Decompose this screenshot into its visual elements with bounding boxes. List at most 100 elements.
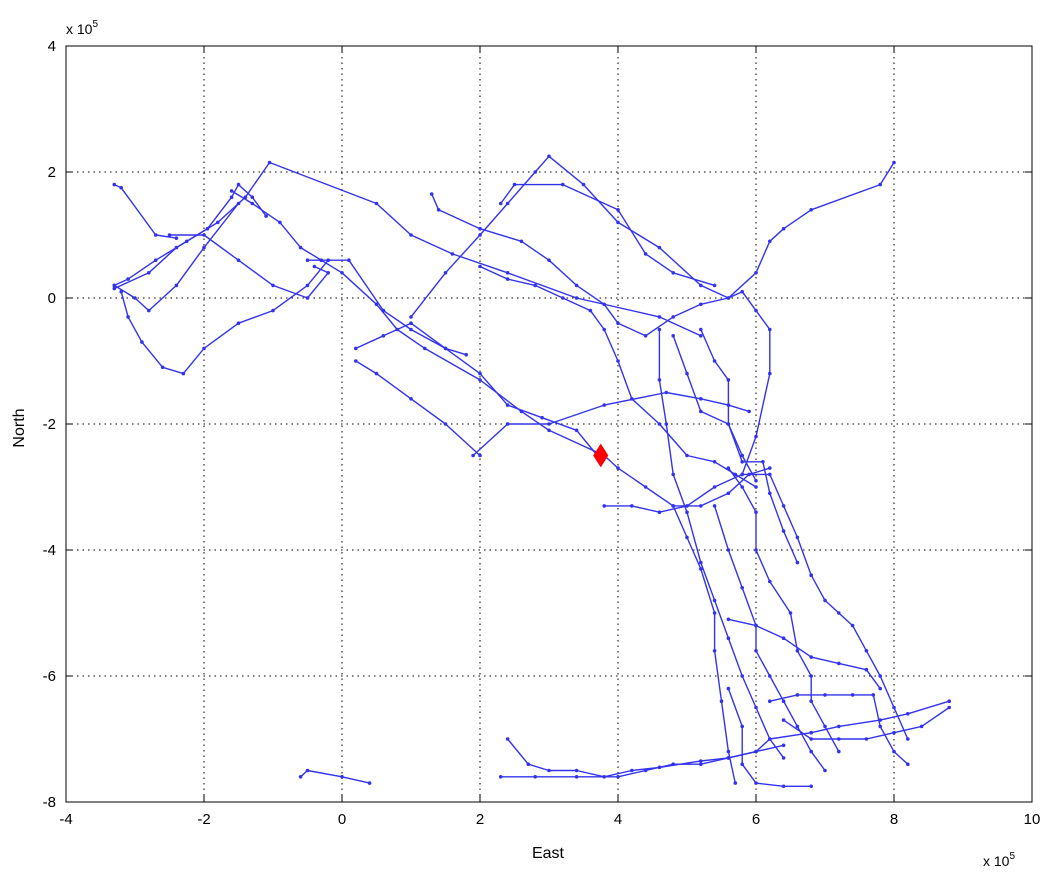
network-node <box>754 478 758 483</box>
network-node <box>823 598 827 603</box>
network-path <box>307 259 598 456</box>
network-node <box>574 428 579 433</box>
network-node <box>754 308 758 313</box>
network-node <box>754 649 758 653</box>
network-path <box>769 694 909 765</box>
network-node <box>850 693 855 697</box>
y-tick-label: 0 <box>48 290 56 307</box>
network-node <box>202 346 206 351</box>
network-node <box>602 327 606 332</box>
network-node <box>892 749 896 754</box>
network-node <box>726 378 731 382</box>
x-tick-label: -2 <box>197 811 210 828</box>
network-node <box>478 226 482 231</box>
network-node <box>781 743 786 748</box>
network-node <box>837 724 841 729</box>
network-node <box>823 768 827 773</box>
network-node <box>768 699 772 703</box>
grid-lines <box>66 46 1032 802</box>
network-node <box>754 434 758 439</box>
network-node <box>278 220 282 225</box>
network-node <box>823 693 827 697</box>
network-node <box>443 422 448 426</box>
network-node <box>795 560 800 565</box>
network-node <box>505 403 510 407</box>
network-node <box>699 759 703 763</box>
network-node <box>174 245 179 250</box>
network-node <box>685 453 689 458</box>
network-node <box>685 504 689 508</box>
network-node <box>712 504 717 508</box>
x-multiplier-exponent: 5 <box>1009 851 1015 862</box>
network-node <box>409 397 413 401</box>
network-node <box>726 296 731 300</box>
network-node <box>685 535 689 540</box>
network-node <box>602 504 606 508</box>
network-node <box>864 667 869 672</box>
network-node <box>837 611 841 615</box>
network-node <box>740 460 744 464</box>
network-node <box>602 775 606 779</box>
network-path <box>727 688 812 787</box>
network-node <box>498 775 503 779</box>
network-node <box>754 485 758 489</box>
network-node <box>699 560 703 565</box>
network-node <box>267 160 272 165</box>
network-node <box>547 258 551 263</box>
network-path <box>672 335 757 482</box>
network-node <box>229 195 234 199</box>
network-node <box>809 737 813 741</box>
network-node <box>740 289 744 294</box>
network-node <box>906 712 910 716</box>
network-node <box>892 160 896 165</box>
x-tick-label: 0 <box>338 811 346 828</box>
network-node <box>657 245 662 250</box>
y-axis-label: North <box>11 408 28 447</box>
network-node <box>768 466 772 470</box>
network-node <box>740 674 744 678</box>
network-node <box>781 756 786 760</box>
network-node <box>657 315 662 319</box>
network-node <box>754 510 758 514</box>
network-node <box>837 661 841 666</box>
network-node <box>643 334 648 338</box>
network-node <box>574 283 579 288</box>
network-node <box>837 749 841 754</box>
network-node <box>202 245 206 250</box>
network-node <box>112 283 117 288</box>
network-node <box>354 359 358 363</box>
network-node <box>409 233 413 237</box>
network-node <box>478 453 482 458</box>
network-node <box>906 737 910 741</box>
network-node <box>616 359 620 363</box>
network-node <box>305 768 310 773</box>
network-node <box>305 258 310 263</box>
network-node <box>160 365 165 370</box>
network-node <box>657 765 662 770</box>
network-node <box>271 308 275 313</box>
network-node <box>740 724 744 729</box>
x-tick-label: 4 <box>614 811 622 828</box>
network-node <box>719 699 724 703</box>
network-node <box>298 775 303 779</box>
network-node <box>699 327 703 332</box>
network-path <box>114 183 177 239</box>
network-node <box>809 730 813 735</box>
network-node <box>409 315 413 319</box>
network-node <box>216 220 220 225</box>
network-node <box>547 422 551 426</box>
network-node <box>699 504 703 508</box>
network-path <box>604 473 812 576</box>
network-node <box>726 636 731 640</box>
network-node <box>906 762 910 766</box>
network-node <box>340 271 344 275</box>
y-axis-multiplier: x 105 <box>66 19 98 37</box>
y-tick-label: -6 <box>43 668 56 685</box>
network-node <box>809 655 813 659</box>
network-node <box>664 422 669 426</box>
y-tick-label: -2 <box>43 416 56 433</box>
network-node <box>740 762 744 766</box>
network-path <box>113 203 240 312</box>
y-tick-label: -8 <box>43 794 56 811</box>
